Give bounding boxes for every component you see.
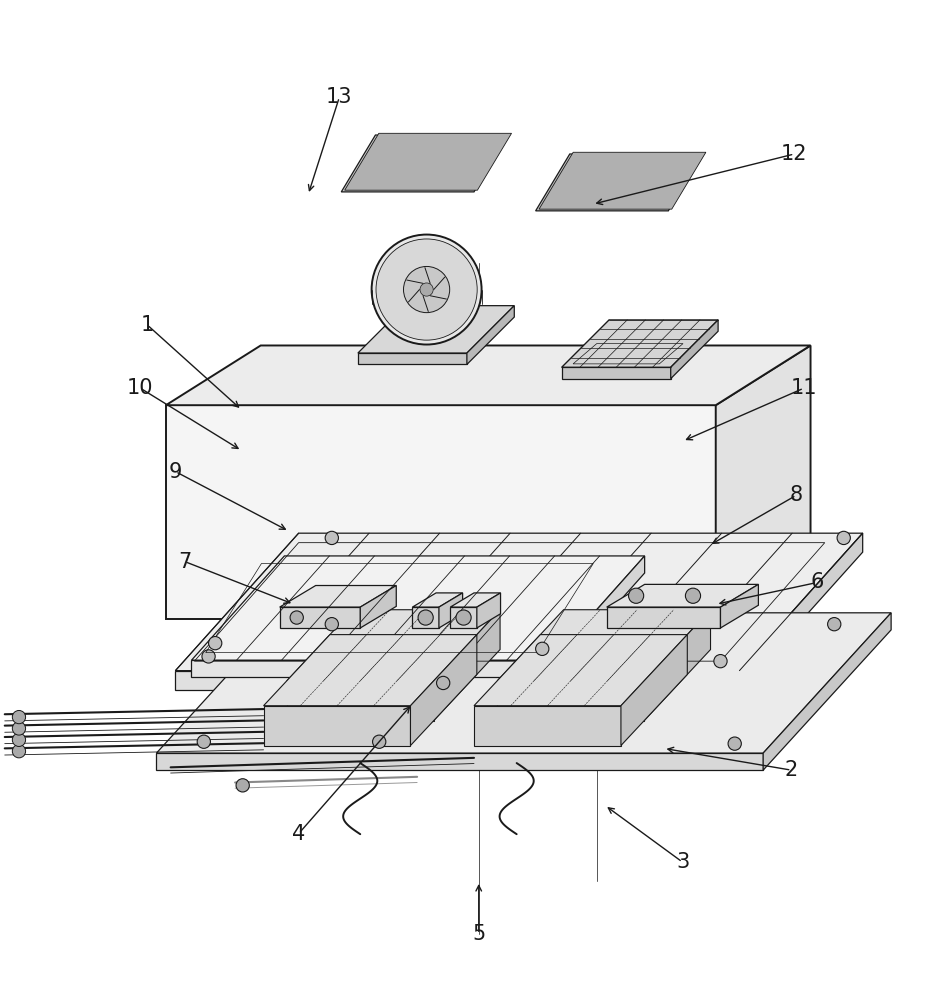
Text: 11: 11 (791, 378, 817, 398)
Circle shape (536, 642, 549, 655)
Circle shape (728, 737, 741, 750)
Circle shape (12, 710, 26, 724)
Polygon shape (175, 671, 739, 690)
Text: 9: 9 (169, 462, 182, 482)
Polygon shape (286, 681, 434, 721)
Polygon shape (166, 405, 716, 618)
Circle shape (372, 235, 482, 345)
Text: 7: 7 (178, 552, 191, 572)
Polygon shape (280, 607, 360, 628)
Polygon shape (474, 706, 621, 746)
Circle shape (828, 618, 841, 631)
Text: 5: 5 (472, 924, 485, 944)
Polygon shape (166, 345, 811, 405)
Polygon shape (497, 610, 711, 681)
Polygon shape (439, 593, 463, 628)
Circle shape (436, 676, 449, 690)
Polygon shape (720, 584, 758, 628)
Polygon shape (561, 367, 671, 379)
Circle shape (209, 637, 222, 650)
Polygon shape (434, 610, 501, 721)
Circle shape (325, 618, 338, 631)
Polygon shape (739, 533, 863, 690)
Polygon shape (345, 133, 512, 190)
Polygon shape (264, 706, 410, 746)
Circle shape (236, 779, 249, 792)
Polygon shape (474, 635, 687, 706)
Circle shape (404, 266, 449, 313)
Circle shape (197, 735, 210, 748)
Text: 3: 3 (676, 852, 689, 872)
Polygon shape (466, 306, 514, 364)
Polygon shape (156, 753, 763, 770)
Polygon shape (539, 152, 706, 209)
Circle shape (685, 588, 701, 603)
Polygon shape (357, 353, 466, 364)
Circle shape (714, 655, 727, 668)
Polygon shape (175, 533, 863, 671)
Polygon shape (191, 556, 645, 660)
Text: 2: 2 (785, 760, 798, 780)
Circle shape (12, 733, 26, 746)
Polygon shape (621, 635, 687, 746)
Circle shape (837, 531, 850, 545)
Circle shape (456, 610, 471, 625)
Polygon shape (536, 154, 702, 211)
Polygon shape (286, 610, 501, 681)
Polygon shape (716, 345, 811, 618)
Polygon shape (671, 320, 719, 379)
Text: 13: 13 (326, 87, 353, 107)
Circle shape (202, 650, 215, 663)
Circle shape (12, 722, 26, 735)
Polygon shape (477, 593, 501, 628)
Polygon shape (341, 135, 508, 192)
Circle shape (418, 610, 433, 625)
Polygon shape (497, 681, 644, 721)
Circle shape (373, 735, 386, 748)
Circle shape (325, 531, 338, 545)
Circle shape (376, 239, 477, 340)
Polygon shape (450, 593, 501, 607)
Polygon shape (763, 613, 891, 770)
Circle shape (290, 611, 303, 624)
Circle shape (629, 588, 644, 603)
Text: 6: 6 (811, 572, 824, 592)
Polygon shape (412, 607, 439, 628)
Polygon shape (412, 593, 463, 607)
Text: 4: 4 (292, 824, 305, 844)
Polygon shape (410, 635, 477, 746)
Text: 12: 12 (781, 144, 808, 164)
Circle shape (12, 745, 26, 758)
Polygon shape (156, 613, 891, 753)
Polygon shape (561, 320, 719, 367)
Text: 10: 10 (127, 378, 154, 398)
Polygon shape (357, 306, 514, 353)
Polygon shape (644, 610, 711, 721)
Polygon shape (552, 556, 645, 677)
Circle shape (420, 283, 433, 296)
Polygon shape (607, 584, 758, 607)
Polygon shape (360, 586, 396, 628)
Polygon shape (607, 607, 720, 628)
Polygon shape (280, 586, 396, 607)
Text: 8: 8 (790, 485, 803, 505)
Polygon shape (264, 635, 477, 706)
Text: 1: 1 (140, 315, 154, 335)
Polygon shape (450, 607, 477, 628)
Polygon shape (191, 660, 552, 677)
